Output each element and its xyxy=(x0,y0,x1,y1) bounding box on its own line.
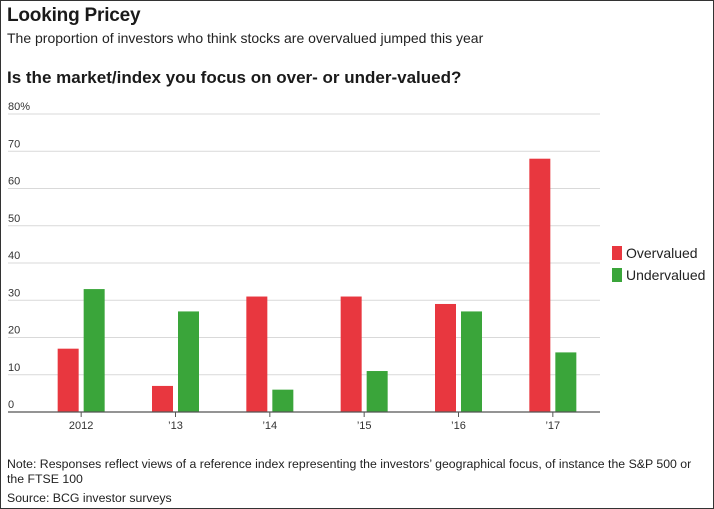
x-tick-label: ’13 xyxy=(168,420,183,432)
y-tick-label: 0 xyxy=(8,399,14,411)
legend-label-undervalued: Undervalued xyxy=(626,267,706,283)
y-tick-label: 80% xyxy=(8,101,30,113)
y-tick-label: 50 xyxy=(8,213,20,225)
legend: Overvalued Undervalued xyxy=(612,242,705,286)
bar-overvalued-3 xyxy=(340,296,362,412)
source-line: Source: BCG investor surveys xyxy=(7,491,172,505)
legend-swatch-undervalued xyxy=(612,268,622,282)
footnote: Note: Responses reflect views of a refer… xyxy=(7,457,692,486)
y-tick-label: 30 xyxy=(8,287,20,299)
bar-overvalued-5 xyxy=(529,158,551,412)
legend-label-overvalued: Overvalued xyxy=(626,245,698,261)
x-tick-label: ’16 xyxy=(451,420,466,432)
bar-undervalued-0 xyxy=(83,289,105,412)
y-tick-label: 10 xyxy=(8,362,20,374)
bar-overvalued-2 xyxy=(246,296,268,412)
bar-overvalued-4 xyxy=(435,303,456,412)
chart-title: Looking Pricey xyxy=(7,5,141,26)
bar-overvalued-1 xyxy=(152,385,173,412)
legend-item-undervalued: Undervalued xyxy=(612,264,705,286)
legend-item-overvalued: Overvalued xyxy=(612,242,705,264)
bar-undervalued-1 xyxy=(178,311,199,412)
y-tick-label: 40 xyxy=(8,250,20,262)
legend-swatch-overvalued xyxy=(612,246,622,260)
x-tick-label: ’14 xyxy=(262,420,277,432)
bar-undervalued-2 xyxy=(272,389,294,412)
x-tick-label: 2012 xyxy=(69,420,93,432)
y-tick-label: 60 xyxy=(8,176,20,188)
chart-question: Is the market/index you focus on over- o… xyxy=(7,68,462,87)
y-tick-label: 20 xyxy=(8,325,20,337)
bar-undervalued-5 xyxy=(555,352,577,412)
x-tick-label: ’15 xyxy=(357,420,372,432)
bar-undervalued-4 xyxy=(461,311,482,412)
bar-overvalued-0 xyxy=(57,348,79,412)
x-tick-label: ’17 xyxy=(545,420,560,432)
chart-subtitle: The proportion of investors who think st… xyxy=(7,30,484,46)
y-tick-label: 70 xyxy=(8,138,20,150)
bar-undervalued-3 xyxy=(366,371,388,412)
